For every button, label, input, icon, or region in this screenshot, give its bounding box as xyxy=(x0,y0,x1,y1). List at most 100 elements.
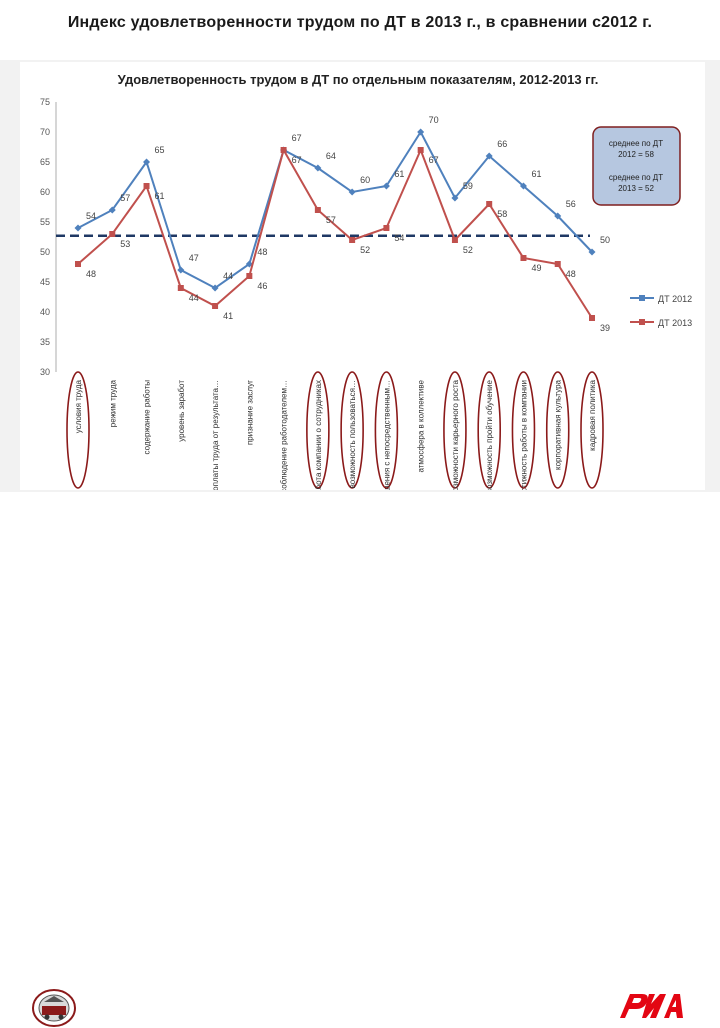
data-label: 67 xyxy=(292,133,302,143)
data-label: 53 xyxy=(120,239,130,249)
x-tick-label: условия труда xyxy=(74,379,83,433)
data-label: 41 xyxy=(223,311,233,321)
series-line xyxy=(77,147,593,319)
annotation-line-3: среднее по ДТ xyxy=(609,173,663,182)
category-highlights xyxy=(66,371,604,489)
x-tick-label: соблюдение работодателем… xyxy=(280,380,289,490)
data-label: 44 xyxy=(189,293,199,303)
x-tick-label: зависимость оплаты труда от результата… xyxy=(211,380,220,490)
data-point xyxy=(554,261,561,267)
data-point xyxy=(212,303,219,309)
data-label: 56 xyxy=(566,199,576,209)
legend-marker-2012 xyxy=(639,295,645,301)
category-highlight-ellipse xyxy=(306,371,330,489)
category-highlight-ellipse xyxy=(511,371,536,489)
category-highlight-ellipse xyxy=(443,371,467,489)
data-point xyxy=(589,315,595,321)
data-point xyxy=(177,266,185,274)
data-point xyxy=(417,147,424,153)
category-highlight-ellipse xyxy=(374,371,399,489)
annotation-line-2: 2012 = 58 xyxy=(618,150,654,159)
data-point xyxy=(108,206,116,214)
slide-footer xyxy=(0,492,720,1027)
y-tick-label: 30 xyxy=(40,367,50,377)
data-point xyxy=(349,237,356,243)
data-point xyxy=(74,224,82,232)
y-tick-label: 75 xyxy=(40,97,50,107)
data-point xyxy=(314,164,322,172)
y-tick-label: 35 xyxy=(40,337,50,347)
data-label: 46 xyxy=(257,281,267,291)
x-tick-label: забота компании о сотрудниках xyxy=(314,380,323,490)
data-label: 61 xyxy=(531,169,541,179)
data-point xyxy=(382,182,390,190)
x-tick-label: корпоративная культура xyxy=(554,379,563,470)
data-point xyxy=(75,261,81,267)
data-label: 57 xyxy=(326,215,336,225)
data-point xyxy=(314,207,321,213)
data-label: 61 xyxy=(394,169,404,179)
x-tick-label: престижность работы в компании xyxy=(519,380,528,490)
railway-emblem-icon xyxy=(32,989,76,1027)
data-label: 47 xyxy=(189,253,199,263)
data-label: 54 xyxy=(86,211,96,221)
data-label: 59 xyxy=(463,181,473,191)
category-highlight-ellipse xyxy=(580,371,604,489)
data-point xyxy=(588,248,596,256)
data-label: 57 xyxy=(120,193,130,203)
data-label: 65 xyxy=(155,145,165,155)
slide-title: Индекс удовлетворенности трудом по ДТ в … xyxy=(67,14,653,31)
data-point xyxy=(143,183,150,189)
category-highlight-ellipse xyxy=(545,371,570,489)
data-label: 44 xyxy=(223,271,233,281)
legend-item-2013: ДТ 2013 xyxy=(630,318,692,328)
x-tick-label: атмосфера в коллективе xyxy=(417,379,426,472)
x-axis-labels: условия труда режим труда содержание работ… xyxy=(74,379,597,540)
data-point xyxy=(383,225,390,231)
data-label: 64 xyxy=(326,151,336,161)
annotation-line-1: среднее по ДТ xyxy=(609,139,663,148)
data-label: 49 xyxy=(531,263,541,273)
data-point xyxy=(451,194,459,202)
data-label: 48 xyxy=(86,269,96,279)
data-point xyxy=(485,152,493,160)
x-tick-label: отношения с непосредственным… xyxy=(382,380,391,490)
legend-label-2012: ДТ 2012 xyxy=(658,294,692,304)
data-point xyxy=(211,284,219,292)
data-label: 54 xyxy=(394,233,404,243)
average-annotation: среднее по ДТ 2012 = 58 среднее по ДТ 20… xyxy=(592,126,681,206)
data-point xyxy=(280,147,287,153)
legend-label-2013: ДТ 2013 xyxy=(658,318,692,328)
data-point xyxy=(554,212,562,220)
data-point xyxy=(245,260,253,268)
data-label: 60 xyxy=(360,175,370,185)
y-tick-label: 65 xyxy=(40,157,50,167)
data-label: 58 xyxy=(497,209,507,219)
x-tick-label: кадровая политика xyxy=(588,379,597,450)
y-tick-label: 60 xyxy=(40,187,50,197)
x-tick-label: содержание работы xyxy=(143,380,152,455)
data-label: 52 xyxy=(463,245,473,255)
data-label: 50 xyxy=(600,235,610,245)
data-label: 48 xyxy=(257,247,267,257)
data-label: 67 xyxy=(292,155,302,165)
y-axis-ticks: 30 35 40 45 50 55 60 65 70 75 xyxy=(40,97,50,377)
data-point xyxy=(519,182,527,190)
data-point xyxy=(520,255,527,261)
data-point xyxy=(348,188,356,196)
series-dt-2012 xyxy=(74,128,596,292)
data-point xyxy=(143,158,151,166)
data-label: 61 xyxy=(155,191,165,201)
data-point xyxy=(109,231,116,237)
data-label: 52 xyxy=(360,245,370,255)
y-tick-label: 40 xyxy=(40,307,50,317)
chart-title: Удовлетворенность трудом в ДТ по отдельн… xyxy=(118,72,599,87)
x-tick-label: признание заслуг xyxy=(245,380,254,445)
data-labels-2012: 54 57 65 47 44 48 67 64 60 61 70 59 66 61 56 50 xyxy=(86,115,610,281)
annotation-box xyxy=(592,126,681,206)
x-tick-label: возможность пользоваться… xyxy=(348,380,357,488)
rzd-logo-icon xyxy=(620,994,683,1018)
x-tick-label: возможность пройти обучение xyxy=(485,379,494,490)
line-chart: Удовлетворенность трудом в ДТ по отдельн… xyxy=(40,72,692,540)
x-tick-label: возможности карьерного роста xyxy=(451,379,460,490)
